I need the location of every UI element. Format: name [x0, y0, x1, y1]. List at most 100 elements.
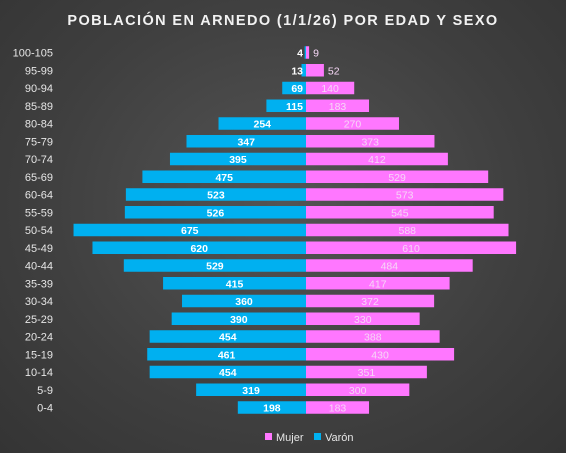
data-label-mujer: 484 [381, 261, 399, 273]
bar-varon [147, 348, 306, 361]
data-label-mujer: 430 [371, 349, 389, 361]
data-label-varon: 360 [235, 296, 253, 308]
bar-mujer [306, 330, 440, 343]
legend-swatch-varon [314, 433, 321, 440]
data-label-mujer: 183 [329, 101, 347, 113]
bar-mujer [306, 135, 435, 148]
bar-mujer [306, 117, 399, 130]
bar-varon [237, 401, 306, 414]
data-label-varon: 620 [190, 243, 208, 255]
data-label-mujer: 417 [369, 278, 387, 290]
y-tick-label: 50-54 [25, 225, 53, 237]
data-label-mujer: 300 [349, 385, 367, 397]
data-label-mujer: 588 [398, 225, 416, 237]
y-tick-label: 95-99 [25, 65, 53, 77]
bar-mujer [306, 277, 450, 290]
data-label-varon: 529 [206, 261, 224, 273]
data-label-mujer: 372 [361, 296, 379, 308]
bar-mujer [306, 206, 494, 219]
data-label-mujer: 610 [402, 243, 420, 255]
data-label-mujer: 529 [388, 172, 406, 184]
bars [73, 46, 517, 414]
data-label-varon: 115 [286, 101, 303, 113]
bar-varon [73, 223, 306, 237]
bar-varon [149, 365, 306, 379]
bar-varon [196, 383, 306, 396]
bar-mujer [306, 99, 370, 112]
chart-title: POBLACIÓN EN ARNEDO (1/1/26) POR EDAD Y … [67, 11, 498, 29]
bar-varon [123, 259, 306, 272]
y-tick-label: 25-29 [25, 314, 53, 326]
y-axis-ticks: 100-105 95-99 90-94 85-89 80-84 75-79 70-74 65-… [13, 48, 53, 415]
data-label-mujer: 330 [354, 314, 372, 326]
bar-varon [218, 117, 306, 130]
bar-varon [149, 330, 306, 343]
bar-varon [282, 81, 306, 95]
bar-mujer [306, 259, 473, 272]
y-tick-label: 45-49 [25, 243, 53, 255]
y-tick-label: 85-89 [25, 101, 53, 113]
y-tick-label: 75-79 [25, 136, 53, 148]
bar-mujer [306, 365, 427, 379]
y-tick-label: 20-24 [25, 332, 53, 344]
bar-mujer [306, 188, 504, 201]
bar-mujer [306, 170, 489, 183]
bar-varon [124, 206, 306, 219]
data-label-mujer: 388 [364, 332, 382, 344]
bar-mujer [306, 312, 420, 325]
bar-mujer [306, 46, 310, 59]
bar-mujer [306, 152, 448, 166]
legend-label-mujer: Mujer [276, 432, 304, 444]
data-label-varon: 390 [230, 314, 248, 326]
data-label-varon: 395 [229, 154, 247, 166]
bar-varon [92, 241, 306, 254]
data-label-varon: 461 [218, 349, 236, 361]
y-tick-label: 30-34 [25, 296, 53, 308]
data-label-mujer: 183 [329, 403, 347, 415]
y-tick-label: 80-84 [25, 119, 53, 131]
bar-mujer [306, 81, 355, 95]
bar-mujer [306, 401, 370, 414]
legend-label-varon: Varón [325, 432, 354, 444]
y-tick-label: 70-74 [25, 154, 53, 166]
y-tick-label: 35-39 [25, 278, 53, 290]
data-label-mujer: 412 [368, 154, 386, 166]
bar-varon [125, 188, 306, 201]
data-label-mujer: 351 [358, 367, 376, 379]
y-tick-label: 100-105 [13, 48, 53, 60]
data-label-mujer: 373 [361, 136, 379, 148]
bar-mujer [306, 383, 410, 396]
bar-mujer [306, 348, 455, 361]
bar-mujer [306, 223, 509, 237]
data-label-mujer: 545 [391, 207, 409, 219]
data-label-varon: 4 [297, 48, 303, 60]
data-label-varon: 526 [207, 207, 225, 219]
y-tick-label: 10-14 [25, 367, 53, 379]
bar-mujer [306, 294, 435, 308]
bar-varon [171, 312, 306, 325]
data-label-mujer: 573 [396, 190, 414, 202]
data-label-varon: 254 [253, 119, 271, 131]
data-label-mujer: 140 [321, 83, 339, 95]
data-label-varon: 69 [291, 83, 303, 95]
bar-mujer [306, 64, 324, 77]
y-tick-label: 5-9 [37, 385, 53, 397]
data-label-mujer: 270 [344, 119, 362, 131]
y-tick-label: 15-19 [25, 349, 53, 361]
legend-swatch-mujer [265, 433, 272, 440]
data-label-varon: 347 [237, 136, 255, 148]
y-tick-label: 90-94 [25, 83, 53, 95]
data-label-varon: 198 [263, 403, 281, 415]
bar-mujer [306, 241, 517, 254]
y-tick-label: 0-4 [37, 403, 53, 415]
y-tick-label: 55-59 [25, 207, 53, 219]
data-labels: 4 9 13 52 69 140 115 183 254 270 347 373 395 412 475 52… [181, 48, 420, 415]
y-tick-label: 40-44 [25, 261, 53, 273]
bar-varon [186, 135, 306, 148]
data-label-varon: 454 [219, 367, 237, 379]
data-label-varon: 523 [207, 190, 225, 202]
bar-varon [301, 64, 306, 77]
data-label-varon: 319 [242, 385, 260, 397]
data-label-varon: 475 [215, 172, 233, 184]
